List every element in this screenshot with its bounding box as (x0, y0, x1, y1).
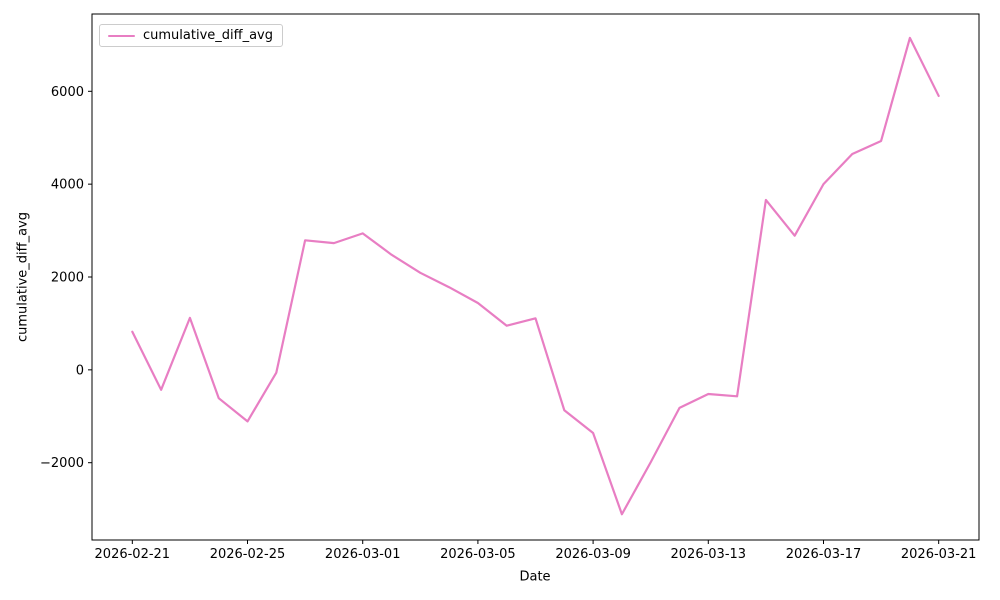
y-tick-label: −2000 (40, 456, 84, 471)
x-tick-label: 2026-03-17 (786, 547, 862, 562)
y-tick-label: 6000 (51, 85, 84, 100)
y-tick-label: 4000 (51, 178, 84, 193)
x-tick-label: 2026-02-21 (95, 547, 171, 562)
legend-line-swatch (108, 34, 135, 37)
x-axis-label: Date (519, 569, 551, 585)
x-tick-label: 2026-03-21 (901, 547, 977, 562)
legend: cumulative_diff_avg (99, 24, 283, 47)
series-line-cumulative_diff_avg (131, 36, 940, 516)
x-tick-label: 2026-03-09 (555, 547, 631, 562)
x-tick-label: 2026-02-25 (210, 547, 286, 562)
x-tick-label: 2026-03-01 (325, 547, 401, 562)
y-axis-label: cumulative_diff_avg (15, 212, 31, 342)
y-tick-label: 0 (76, 363, 84, 378)
x-tick-label: 2026-03-05 (440, 547, 516, 562)
axes-spines (91, 13, 980, 541)
legend-label: cumulative_diff_avg (143, 28, 273, 43)
x-tick-label: 2026-03-13 (671, 547, 747, 562)
y-tick-label: 2000 (51, 271, 84, 286)
